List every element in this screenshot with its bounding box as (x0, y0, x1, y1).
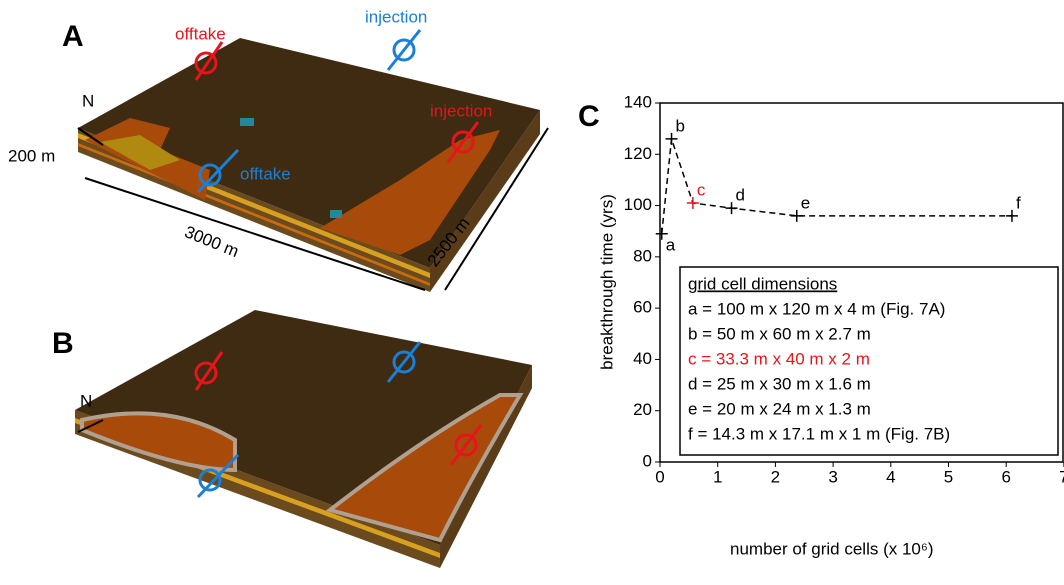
x-tick-label: 0 (655, 467, 664, 486)
x-axis-label: number of grid cells (x 10⁶) (730, 539, 934, 558)
y-tick-label: 120 (624, 144, 652, 163)
point-label: c (697, 180, 706, 199)
panel-label: B (52, 327, 74, 360)
x-tick-label: 7 (1059, 467, 1064, 486)
point-label: a (666, 235, 676, 254)
y-tick-label: 80 (633, 246, 652, 265)
legend-box (679, 266, 1059, 456)
panel-label: C (578, 100, 600, 133)
legend-entry: a = 100 m x 120 m x 4 m (Fig. 7A) (688, 299, 945, 318)
legend-entry: d = 25 m x 30 m x 1.6 m (688, 374, 871, 393)
data-line (660, 138, 1012, 234)
y-axis-label: breakthrough time (yrs) (597, 194, 616, 370)
x-tick-label: 5 (944, 467, 953, 486)
x-tick-label: 6 (1001, 467, 1010, 486)
panel-a-render (78, 38, 540, 292)
annotation: N (80, 391, 92, 410)
panel-b-render (75, 310, 532, 568)
point-label: e (801, 193, 810, 212)
legend-entry: f = 14.3 m x 17.1 m x 1 m (Fig. 7B) (688, 424, 950, 443)
annotation: offtake (240, 164, 291, 183)
x-tick-label: 1 (713, 467, 722, 486)
point-label: d (736, 186, 745, 205)
point-marker (790, 209, 803, 222)
x-tick-label: 2 (771, 467, 780, 486)
annotation: 200 m (8, 146, 55, 165)
annotation: offtake (175, 24, 226, 43)
x-tick-label: 4 (886, 467, 895, 486)
point-marker (655, 227, 668, 240)
point-marker (686, 197, 699, 210)
point-label: f (1016, 193, 1021, 212)
y-tick-label: 0 (643, 451, 652, 470)
x-tick-label: 3 (828, 467, 837, 486)
legend-entry: b = 50 m x 60 m x 2.7 m (688, 324, 871, 343)
y-tick-label: 20 (633, 400, 652, 419)
point-marker (1005, 209, 1018, 222)
y-tick-label: 100 (624, 195, 652, 214)
y-tick-label: 140 (624, 92, 652, 111)
plot-frame (659, 102, 1064, 463)
annotation: 3000 m (182, 222, 242, 261)
y-tick-label: 40 (633, 349, 652, 368)
legend-entry: c = 33.3 m x 40 m x 2 m (688, 349, 870, 368)
point-label: b (676, 116, 685, 135)
legend-entry: e = 20 m x 24 m x 1.3 m (688, 399, 871, 418)
annotation: injection (430, 101, 492, 120)
point-marker (665, 132, 678, 145)
annotation: injection (365, 7, 427, 26)
legend-title: grid cell dimensions (688, 274, 837, 293)
point-marker (725, 202, 738, 215)
well-symbols (77, 29, 549, 499)
y-tick-label: 60 (633, 298, 652, 317)
panel-label: A (62, 20, 84, 53)
annotation: N (82, 91, 94, 110)
